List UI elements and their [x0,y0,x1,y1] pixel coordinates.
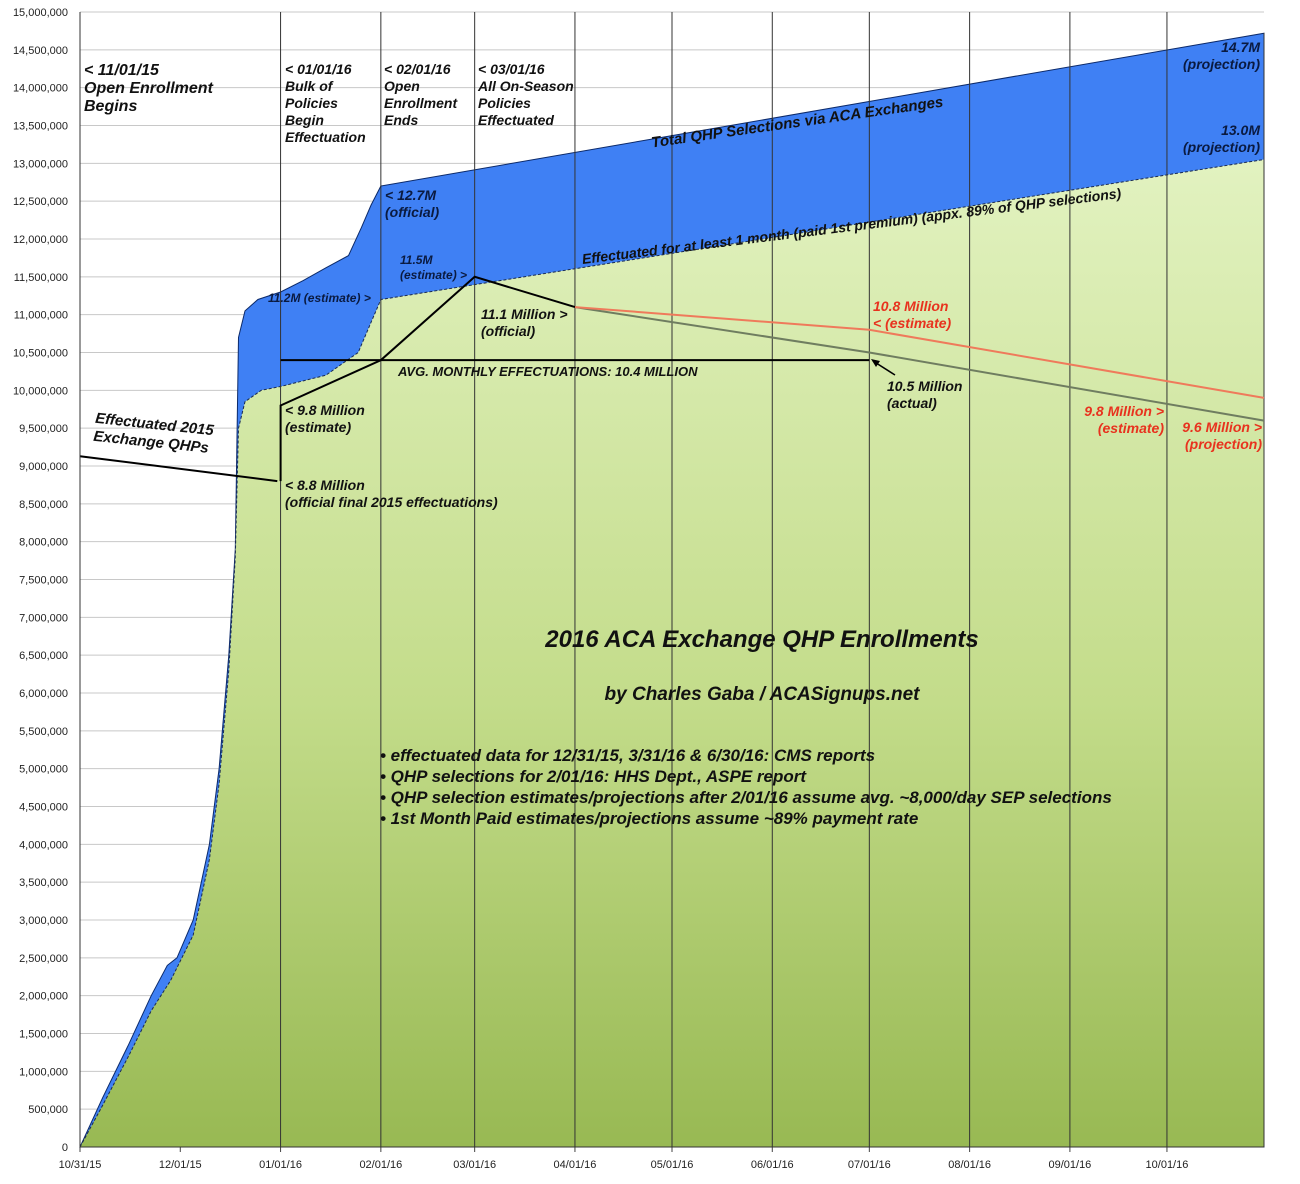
y-tick-label: 2,500,000 [19,953,68,965]
x-tick-label: 10/31/15 [59,1159,102,1171]
annotation-11-2m: 11.2M (estimate) > [268,291,371,305]
y-tick-label: 12,500,000 [13,196,68,208]
annotation-14-7m: 14.7M (projection) [1183,39,1260,72]
annotation-9-6m: 9.6 Million > (projection) [1182,419,1262,452]
y-tick-label: 3,000,000 [19,915,68,927]
x-tick-label: 10/01/16 [1146,1159,1189,1171]
y-tick-label: 8,500,000 [19,499,68,511]
effectuated-boundary [79,159,1265,1148]
annotation-11-5m: 11.5M (estimate) > [400,253,468,282]
x-tick-label: 05/01/16 [651,1159,694,1171]
annotation-8-8m: < 8.8 Million (official final 2015 effec… [285,477,498,510]
y-tick-label: 14,000,000 [13,83,68,95]
y-tick-label: 13,500,000 [13,121,68,133]
y-tick-label: 12,000,000 [13,234,68,246]
note: • QHP selection estimates/projections af… [380,788,1112,807]
annotation-10-8m: 10.8 Million < (estimate) [873,298,952,331]
y-tick-label: 4,500,000 [19,802,68,814]
annotation-9-8m-estimate: 9.8 Million > (estimate) [1084,403,1164,436]
line-actual-projection [574,306,1265,422]
annotation-12-7m: < 12.7M (official) [385,187,440,220]
y-tick-label: 3,500,000 [19,877,68,889]
x-tick-label: 12/01/15 [159,1159,202,1171]
annotation-open-enrollment-begins: < 11/01/15 Open Enrollment Begins [84,62,213,115]
y-tick-label: 6,500,000 [19,650,68,662]
line-estimate [574,306,1265,399]
x-tick-label: 01/01/16 [259,1159,302,1171]
y-tick-label: 1,000,000 [19,1066,68,1078]
annotation-10-5m: 10.5 Million (actual) [887,378,963,411]
y-tick-label: 9,000,000 [19,461,68,473]
chart-title: 2016 ACA Exchange QHP Enrollments [545,626,979,653]
annotation-open-enrollment-ends: < 02/01/16 Open Enrollment Ends [384,61,458,128]
note: • effectuated data for 12/31/15, 3/31/16… [380,746,876,765]
annotation-9-8m: < 9.8 Million (estimate) [285,402,365,435]
y-tick-label: 10,500,000 [13,348,68,360]
y-tick-label: 2,000,000 [19,991,68,1003]
y-tick-label: 6,000,000 [19,688,68,700]
y-tick-label: 0 [62,1142,68,1154]
y-tick-label: 5,500,000 [19,726,68,738]
annotation-11-1m: 11.1 Million > (official) [481,306,568,339]
x-tick-label: 02/01/16 [359,1159,402,1171]
y-tick-label: 9,500,000 [19,423,68,435]
notes: • effectuated data for 12/31/15, 3/31/16… [380,745,1112,829]
y-tick-label: 4,000,000 [19,839,68,851]
x-tick-label: 09/01/16 [1048,1159,1091,1171]
annotation-avg-monthly: AVG. MONTHLY EFFECTUATIONS: 10.4 MILLION [398,364,698,379]
annotation-on-season: < 03/01/16 All On-Season Policies Effect… [478,61,574,128]
y-tick-label: 11,500,000 [14,272,68,284]
x-tick-label: 08/01/16 [948,1159,991,1171]
line-effectuated-2015 [79,455,278,483]
y-tick-label: 5,000,000 [19,764,68,776]
y-tick-label: 1,500,000 [19,1029,68,1041]
y-tick-label: 14,500,000 [13,45,68,57]
annotation-bulk-effectuation: < 01/01/16 Bulk of Policies Begin Effect… [285,61,366,145]
x-tick-label: 07/01/16 [848,1159,891,1171]
y-tick-label: 7,500,000 [19,575,68,587]
arrow-head-icon [871,359,880,367]
note: • QHP selections for 2/01/16: HHS Dept.,… [380,767,807,786]
x-tick-label: 04/01/16 [554,1159,597,1171]
y-tick-label: 7,000,000 [19,612,68,624]
x-tick-label: 06/01/16 [751,1159,794,1171]
y-tick-label: 8,000,000 [19,537,68,549]
y-tick-label: 500,000 [28,1104,68,1116]
y-tick-label: 10,000,000 [13,385,68,397]
chart-subtitle: by Charles Gaba / ACASignups.net [604,684,920,705]
y-tick-label: 11,000,000 [14,310,68,322]
x-tick-label: 03/01/16 [453,1159,496,1171]
annotation-13-0m: 13.0M (projection) [1183,122,1260,155]
y-tick-label: 13,000,000 [13,158,68,170]
y-tick-label: 15,000,000 [13,7,68,19]
note: • 1st Month Paid estimates/projections a… [380,809,919,828]
